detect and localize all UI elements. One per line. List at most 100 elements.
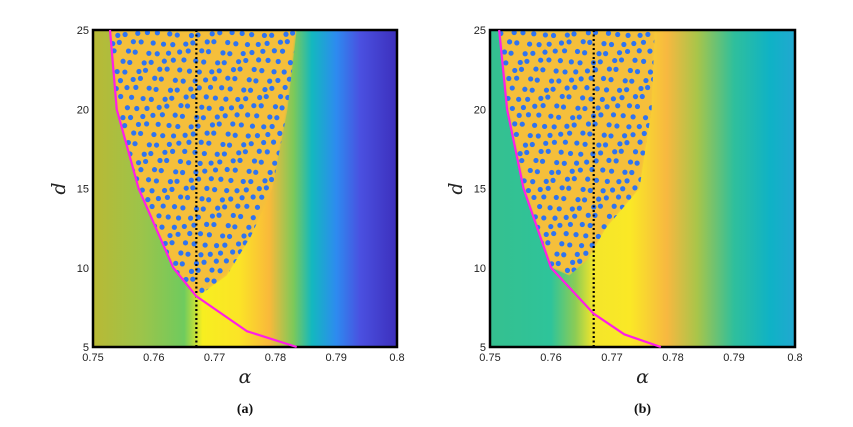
pattern-spot xyxy=(233,41,239,47)
pattern-spot xyxy=(130,76,136,83)
pattern-spot xyxy=(629,78,635,84)
pattern-spot xyxy=(228,177,234,184)
pattern-spot xyxy=(638,85,644,92)
pattern-spot xyxy=(150,40,156,46)
pattern-spot xyxy=(513,131,519,138)
pattern-spot xyxy=(603,51,609,57)
pattern-spot xyxy=(223,96,229,102)
pattern-spot xyxy=(600,188,606,194)
pattern-spot xyxy=(264,40,270,46)
pattern-spot xyxy=(564,176,571,182)
pattern-spot xyxy=(585,176,591,182)
pattern-spot xyxy=(604,178,610,184)
pattern-spot xyxy=(626,194,632,200)
pattern-spot xyxy=(621,133,628,139)
pattern-spot xyxy=(592,212,598,218)
pattern-spot xyxy=(620,113,626,119)
pattern-spot xyxy=(120,58,126,64)
pattern-spot xyxy=(188,86,194,92)
pattern-spot xyxy=(624,140,630,146)
pattern-spot xyxy=(244,41,251,48)
pattern-spot xyxy=(518,66,525,72)
pattern-spot xyxy=(575,197,581,203)
pattern-spot xyxy=(596,142,602,148)
pattern-spot xyxy=(576,114,582,120)
pattern-spot xyxy=(550,86,556,92)
pattern-spot xyxy=(236,150,242,156)
pattern-spot xyxy=(522,86,528,92)
pattern-spot xyxy=(556,78,562,84)
pattern-spot xyxy=(198,139,204,145)
pattern-spot xyxy=(583,250,589,256)
pattern-spot xyxy=(199,104,205,110)
pattern-spot xyxy=(558,131,564,137)
x-tick-label: 0.79 xyxy=(723,352,744,364)
pattern-spot xyxy=(250,215,256,221)
pattern-spot xyxy=(632,185,638,191)
pattern-spot xyxy=(611,203,617,209)
pattern-spot xyxy=(602,142,609,148)
pattern-spot xyxy=(525,112,532,118)
pattern-spot xyxy=(271,48,277,54)
pattern-spot xyxy=(277,93,284,100)
pattern-spot xyxy=(144,121,150,127)
pattern-spot xyxy=(243,187,249,193)
pattern-spot xyxy=(258,103,264,109)
pattern-spot xyxy=(157,157,163,164)
pattern-spot xyxy=(200,115,206,121)
pattern-spot xyxy=(605,30,612,36)
pattern-spot xyxy=(141,60,147,66)
pattern-spot xyxy=(632,149,639,155)
pattern-spot xyxy=(186,68,193,74)
pattern-spot xyxy=(188,32,195,39)
pattern-spot xyxy=(220,141,226,148)
pattern-spot xyxy=(578,242,585,249)
pattern-spot xyxy=(215,60,221,66)
pattern-spot xyxy=(253,169,259,175)
pattern-spot xyxy=(183,41,189,47)
pattern-spot xyxy=(159,224,165,230)
pattern-spot xyxy=(578,151,584,157)
pattern-spot xyxy=(575,105,581,111)
pattern-spot xyxy=(614,123,620,129)
pattern-spot xyxy=(579,221,585,228)
pattern-spot xyxy=(224,166,230,173)
pattern-spot xyxy=(517,151,523,157)
pattern-spot xyxy=(574,140,580,146)
pattern-spot xyxy=(212,95,218,101)
pattern-spot xyxy=(595,233,601,240)
pattern-spot xyxy=(154,51,160,57)
pattern-spot xyxy=(196,69,202,75)
pattern-spot xyxy=(134,105,140,112)
pattern-spot xyxy=(204,277,210,283)
panel-a: 0.75 0.76 0.77 0.78 0.79 0.8 5 10 15 20 25 α d (a) xyxy=(48,25,405,417)
pattern-spot xyxy=(201,150,207,157)
pattern-spot xyxy=(167,31,173,37)
pattern-spot xyxy=(146,142,152,148)
pattern-spot xyxy=(597,150,604,156)
x-tick-label: 0.77 xyxy=(204,352,225,364)
pattern-spot xyxy=(248,141,254,147)
x-tick-label: 0.79 xyxy=(325,352,346,364)
pattern-spot xyxy=(582,141,588,147)
pattern-spot xyxy=(249,32,255,38)
pattern-spot xyxy=(551,124,557,130)
pattern-spot xyxy=(261,32,268,39)
pattern-spot xyxy=(262,178,268,184)
pattern-spot xyxy=(203,94,209,100)
pattern-spot xyxy=(637,32,643,38)
pattern-spot xyxy=(615,103,621,109)
pattern-spot xyxy=(180,205,186,211)
pattern-spot xyxy=(621,41,627,48)
pattern-spot xyxy=(606,157,612,163)
pattern-spot xyxy=(289,30,296,36)
pattern-spot xyxy=(553,194,559,201)
pattern-spot xyxy=(216,121,222,127)
pattern-spot xyxy=(509,105,515,112)
pattern-spot xyxy=(206,232,212,238)
pattern-spot xyxy=(160,133,166,139)
pattern-spot xyxy=(254,133,261,139)
pattern-spot xyxy=(230,212,236,219)
pattern-spot xyxy=(222,204,228,210)
pattern-spot xyxy=(259,68,265,74)
